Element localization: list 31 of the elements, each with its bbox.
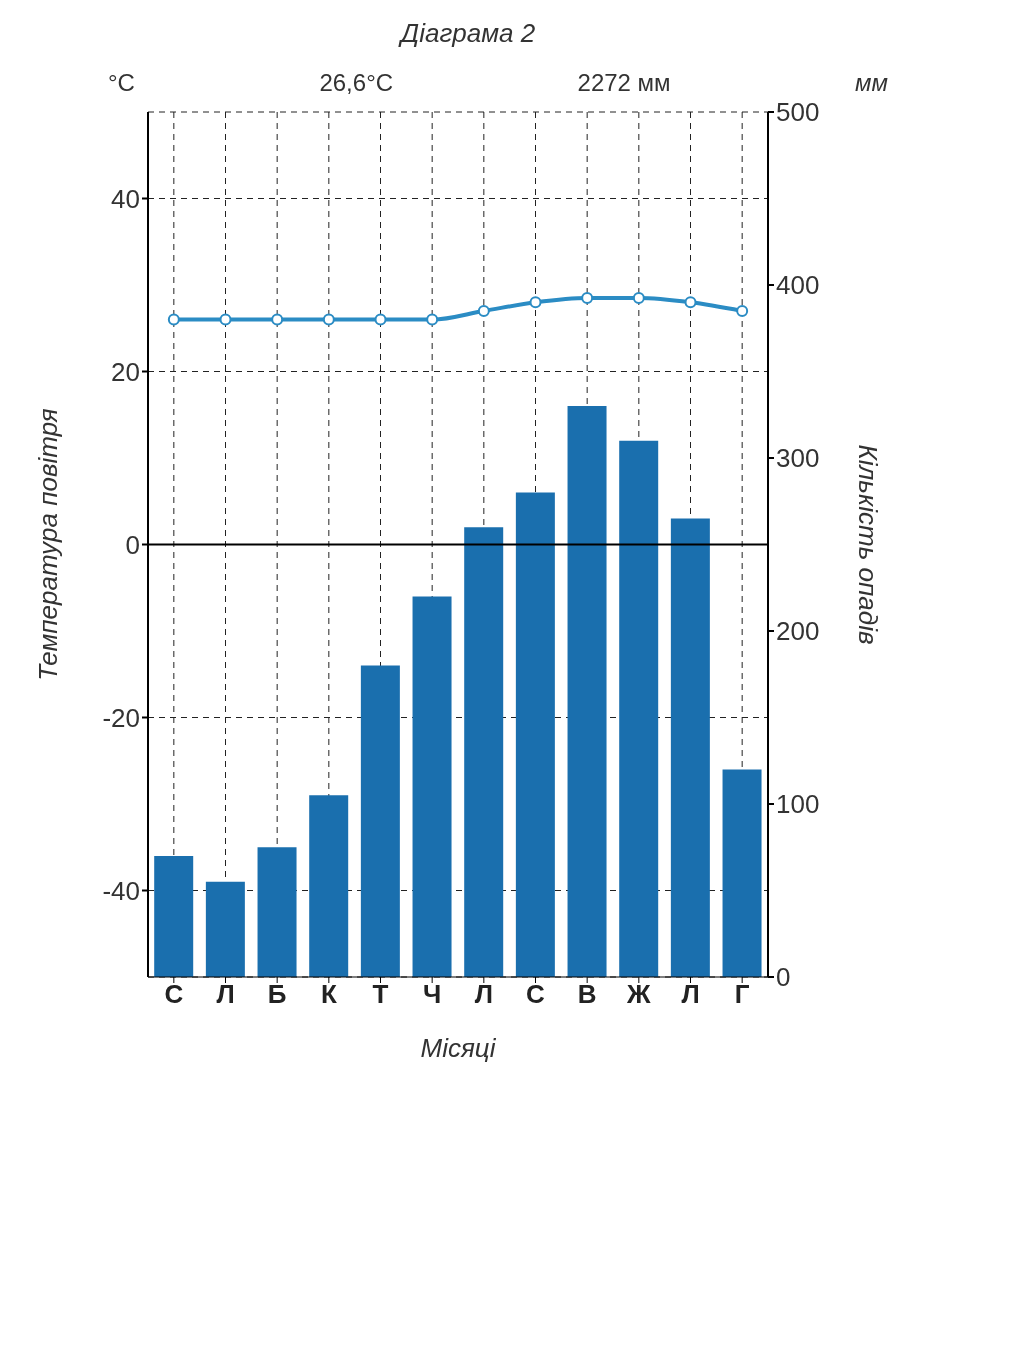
- y-tick-label: -20: [102, 702, 140, 733]
- y-tick-label: 40: [111, 183, 140, 214]
- text: 2272 мм: [577, 69, 671, 97]
- y2-tick-label: 500: [776, 97, 820, 128]
- x-tick-label: Л: [681, 979, 700, 1010]
- x-tick-label: В: [577, 979, 597, 1010]
- y-tick-label: 20: [111, 356, 140, 387]
- x-axis-title: Місяці: [420, 1033, 497, 1063]
- x-tick-label: С: [164, 979, 184, 1010]
- text: 26,6°C: [319, 69, 394, 97]
- y2-tick-label: 0: [776, 962, 791, 993]
- x-tick-label: С: [526, 979, 546, 1010]
- x-tick-label: Г: [734, 979, 750, 1010]
- y-axis-title: Температура повітря: [33, 408, 64, 681]
- y-tick-label: 0: [125, 529, 140, 560]
- x-tick-label: Л: [216, 979, 235, 1010]
- text: мм: [855, 69, 888, 97]
- y2-tick-label: 300: [776, 443, 820, 474]
- x-tick-label: Ч: [423, 979, 442, 1010]
- x-tick-label: Б: [267, 979, 287, 1010]
- y2-tick-label: 400: [776, 270, 820, 301]
- y2-axis-title: Кількість опадів: [852, 444, 883, 645]
- y-tick-label: -40: [102, 875, 140, 906]
- x-tick-label: К: [320, 979, 337, 1010]
- x-tick-label: Т: [372, 979, 389, 1010]
- y2-tick-label: 100: [776, 789, 820, 820]
- x-tick-label: Л: [474, 979, 493, 1010]
- text: °C: [108, 69, 135, 97]
- chart-title: Діаграма 2: [397, 18, 537, 49]
- y2-tick-label: 200: [776, 616, 820, 647]
- x-tick-label: Ж: [626, 979, 652, 1010]
